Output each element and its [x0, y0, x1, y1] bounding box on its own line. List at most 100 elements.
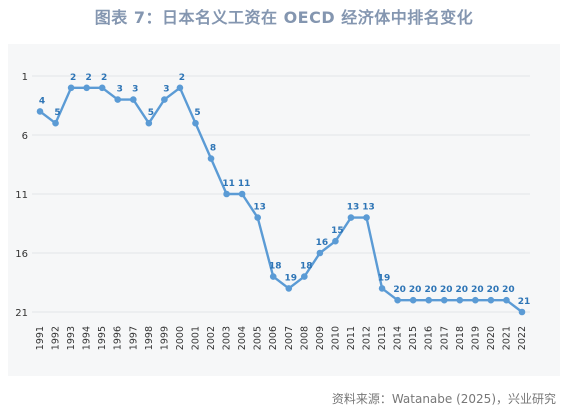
data-point	[67, 84, 75, 92]
data-label: 8	[210, 144, 216, 154]
data-point	[363, 214, 370, 221]
data-label: 5	[194, 108, 200, 118]
x-tick-label: 2020	[486, 326, 497, 350]
data-point	[332, 237, 339, 245]
x-tick-label: 2004	[237, 326, 248, 350]
x-tick-label: 2014	[393, 326, 404, 350]
data-point	[269, 273, 277, 280]
x-tick-label: 2003	[222, 326, 233, 350]
data-label: 11	[238, 179, 251, 189]
data-label: 20	[487, 285, 500, 295]
x-tick-label: 2012	[362, 326, 373, 350]
data-label: 2	[179, 73, 185, 83]
data-label: 3	[117, 85, 123, 95]
data-label: 3	[163, 85, 169, 95]
y-tick-label: 11	[15, 190, 28, 201]
x-tick-label: 2000	[175, 326, 186, 350]
x-tick-label: 1999	[159, 326, 170, 350]
data-point	[285, 285, 293, 292]
data-point	[425, 296, 433, 304]
data-point	[487, 296, 495, 304]
data-point	[518, 308, 526, 316]
x-tick-label: 2006	[268, 326, 279, 350]
data-label: 2	[70, 73, 76, 83]
x-tick-label: 1993	[66, 326, 77, 350]
x-tick-label: 2019	[470, 326, 481, 350]
data-label: 18	[269, 262, 282, 272]
chart-area: 1 6 11 16 21 1991 1992 1993 1994 1995 1996 1997 1998…	[8, 44, 560, 376]
data-point	[114, 96, 122, 103]
x-tick-label: 2011	[346, 326, 357, 350]
data-point	[254, 214, 261, 221]
data-label: 13	[253, 203, 266, 213]
x-tick-label: 1994	[82, 326, 93, 350]
x-tick-label: 2015	[408, 326, 419, 350]
data-point	[129, 96, 137, 103]
data-point	[238, 190, 246, 198]
x-tick-label: 2016	[424, 326, 435, 350]
data-point	[347, 214, 355, 221]
x-tick-label: 2017	[439, 326, 450, 350]
x-tick-label: 2005	[253, 326, 264, 350]
data-point	[192, 119, 199, 127]
data-label: 16	[316, 238, 329, 248]
data-label: 20	[424, 285, 437, 295]
data-label: 18	[300, 262, 313, 272]
source-note: 资料来源：Watanabe (2025)，兴业研究	[331, 392, 556, 406]
data-label: 20	[409, 285, 422, 295]
data-point	[83, 84, 90, 92]
data-label: 21	[518, 297, 531, 307]
x-tick-label: 1995	[97, 326, 108, 350]
data-point	[36, 108, 44, 115]
data-point	[440, 296, 448, 304]
x-tick-label: 1991	[35, 326, 46, 350]
data-label: 4	[39, 96, 45, 106]
x-tick-label: 1997	[128, 326, 139, 350]
data-point	[207, 155, 215, 162]
data-label: 5	[148, 108, 154, 118]
data-point	[52, 119, 59, 127]
chart-title: 图表 7：日本名义工资在 OECD 经济体中排名变化	[94, 8, 474, 27]
y-tick-label: 6	[22, 131, 28, 142]
data-point	[472, 296, 479, 304]
data-point	[316, 249, 324, 257]
data-label: 2	[86, 73, 92, 83]
data-point	[223, 190, 230, 198]
x-tick-label: 2013	[377, 326, 388, 350]
series-line	[39, 86, 523, 313]
data-label: 13	[362, 203, 375, 213]
y-tick-label: 1	[22, 72, 28, 83]
data-point	[456, 296, 464, 304]
x-tick-label: 2018	[455, 326, 466, 350]
data-point	[301, 273, 308, 280]
data-point	[161, 96, 168, 103]
data-label: 20	[440, 285, 453, 295]
data-label: 20	[456, 285, 469, 295]
data-label: 15	[331, 226, 344, 236]
data-label: 2	[101, 73, 107, 83]
x-tick-label: 1996	[113, 326, 124, 350]
x-tick-label: 2021	[501, 326, 512, 350]
y-tick-label: 16	[15, 249, 28, 260]
x-tick-label: 2002	[206, 326, 217, 350]
data-point	[503, 296, 510, 304]
data-label: 20	[393, 285, 406, 295]
data-label: 11	[222, 179, 235, 189]
data-point	[394, 296, 401, 304]
x-tick-label: 2022	[517, 326, 528, 350]
x-tick-label: 2001	[190, 326, 201, 350]
data-label: 13	[347, 203, 360, 213]
x-tick-label: 1992	[51, 326, 62, 350]
data-label: 19	[285, 273, 298, 283]
data-point	[378, 285, 386, 292]
data-point	[145, 119, 153, 127]
y-tick-label: 21	[15, 308, 28, 319]
data-point	[98, 84, 106, 92]
data-label: 3	[132, 85, 138, 95]
data-label: 20	[502, 285, 515, 295]
data-label: 5	[54, 108, 60, 118]
x-tick-label: 2008	[299, 326, 310, 350]
data-label: 20	[471, 285, 484, 295]
x-tick-label: 2009	[315, 326, 326, 350]
